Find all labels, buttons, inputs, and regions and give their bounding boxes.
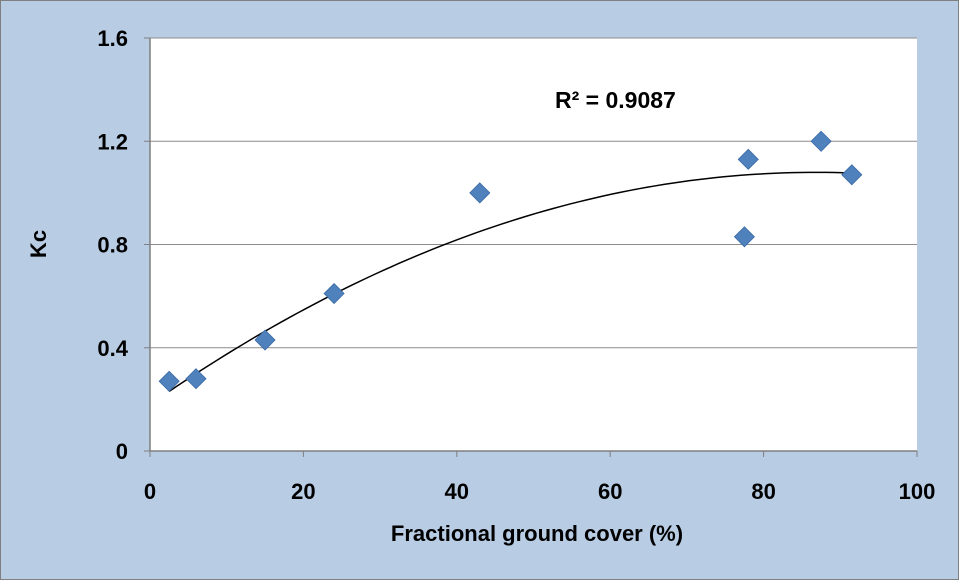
- y-tick-label: 1.2: [97, 129, 128, 154]
- data-point: [469, 182, 491, 204]
- data-point: [185, 368, 207, 390]
- x-tick-labels: 0 20 40 60 80 100: [144, 451, 935, 504]
- data-point: [737, 148, 759, 170]
- data-point: [810, 130, 832, 152]
- y-axis-title: Kc: [26, 230, 51, 258]
- gridlines: [150, 37, 917, 349]
- y-tick-label: 0.4: [97, 336, 128, 361]
- x-tick-label: 60: [598, 479, 622, 504]
- x-tick-label: 20: [291, 479, 315, 504]
- x-tick-label: 40: [445, 479, 469, 504]
- x-tick-label: 100: [899, 479, 936, 504]
- data-points: [158, 130, 863, 392]
- y-tick-labels: 0 0.4 0.8 1.2 1.6: [97, 26, 150, 464]
- data-point: [841, 164, 863, 186]
- x-axis-title: Fractional ground cover (%): [391, 521, 683, 546]
- data-point: [733, 226, 755, 248]
- y-tick-label: 0: [116, 439, 128, 464]
- x-tick-label: 0: [144, 479, 156, 504]
- data-point: [323, 282, 345, 305]
- data-point: [254, 329, 276, 351]
- x-tick-label: 80: [751, 479, 775, 504]
- y-tick-label: 0.8: [97, 233, 128, 258]
- y-tick-label: 1.6: [97, 26, 128, 51]
- trendline: [168, 171, 852, 393]
- data-point: [158, 370, 180, 392]
- r-squared-annotation: R² = 0.9087: [555, 87, 676, 113]
